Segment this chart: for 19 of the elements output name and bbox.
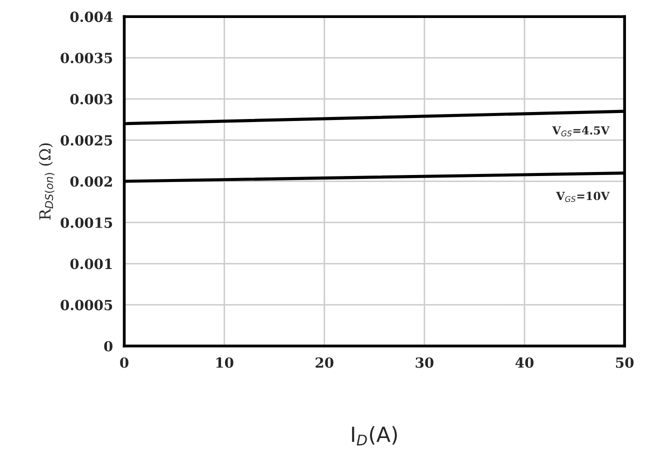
series-label: V$_{GS}$=4.5V: [552, 126, 610, 136]
x-tick-label: 40: [515, 357, 534, 368]
y-tick-label: 0.002: [70, 176, 112, 187]
y-tick-label: 0.004: [70, 12, 113, 22]
x-tick-label: 30: [416, 357, 434, 368]
y-tick-label: 0.0015: [60, 217, 112, 228]
y-tick-label: 0.001: [70, 258, 112, 270]
series-label: V$_{GS}$=10V: [556, 192, 610, 202]
x-tick-label: 10: [216, 357, 234, 368]
x-tick-label: 0: [120, 357, 128, 368]
y-tick-label: 0.0025: [60, 135, 112, 146]
y-tick-label: 0.003: [70, 94, 112, 104]
x-tick-label: 20: [316, 357, 334, 368]
x-tick-label: 50: [616, 357, 634, 368]
y-tick-label: 0.0035: [60, 52, 112, 64]
y-axis-title: R$_{DS(on)}$ (Ω): [38, 143, 54, 220]
y-tick-label: 0.0005: [60, 300, 112, 310]
x-axis-title: I$_{D}$(A): [352, 426, 397, 446]
y-tick-label: 0: [104, 340, 112, 352]
